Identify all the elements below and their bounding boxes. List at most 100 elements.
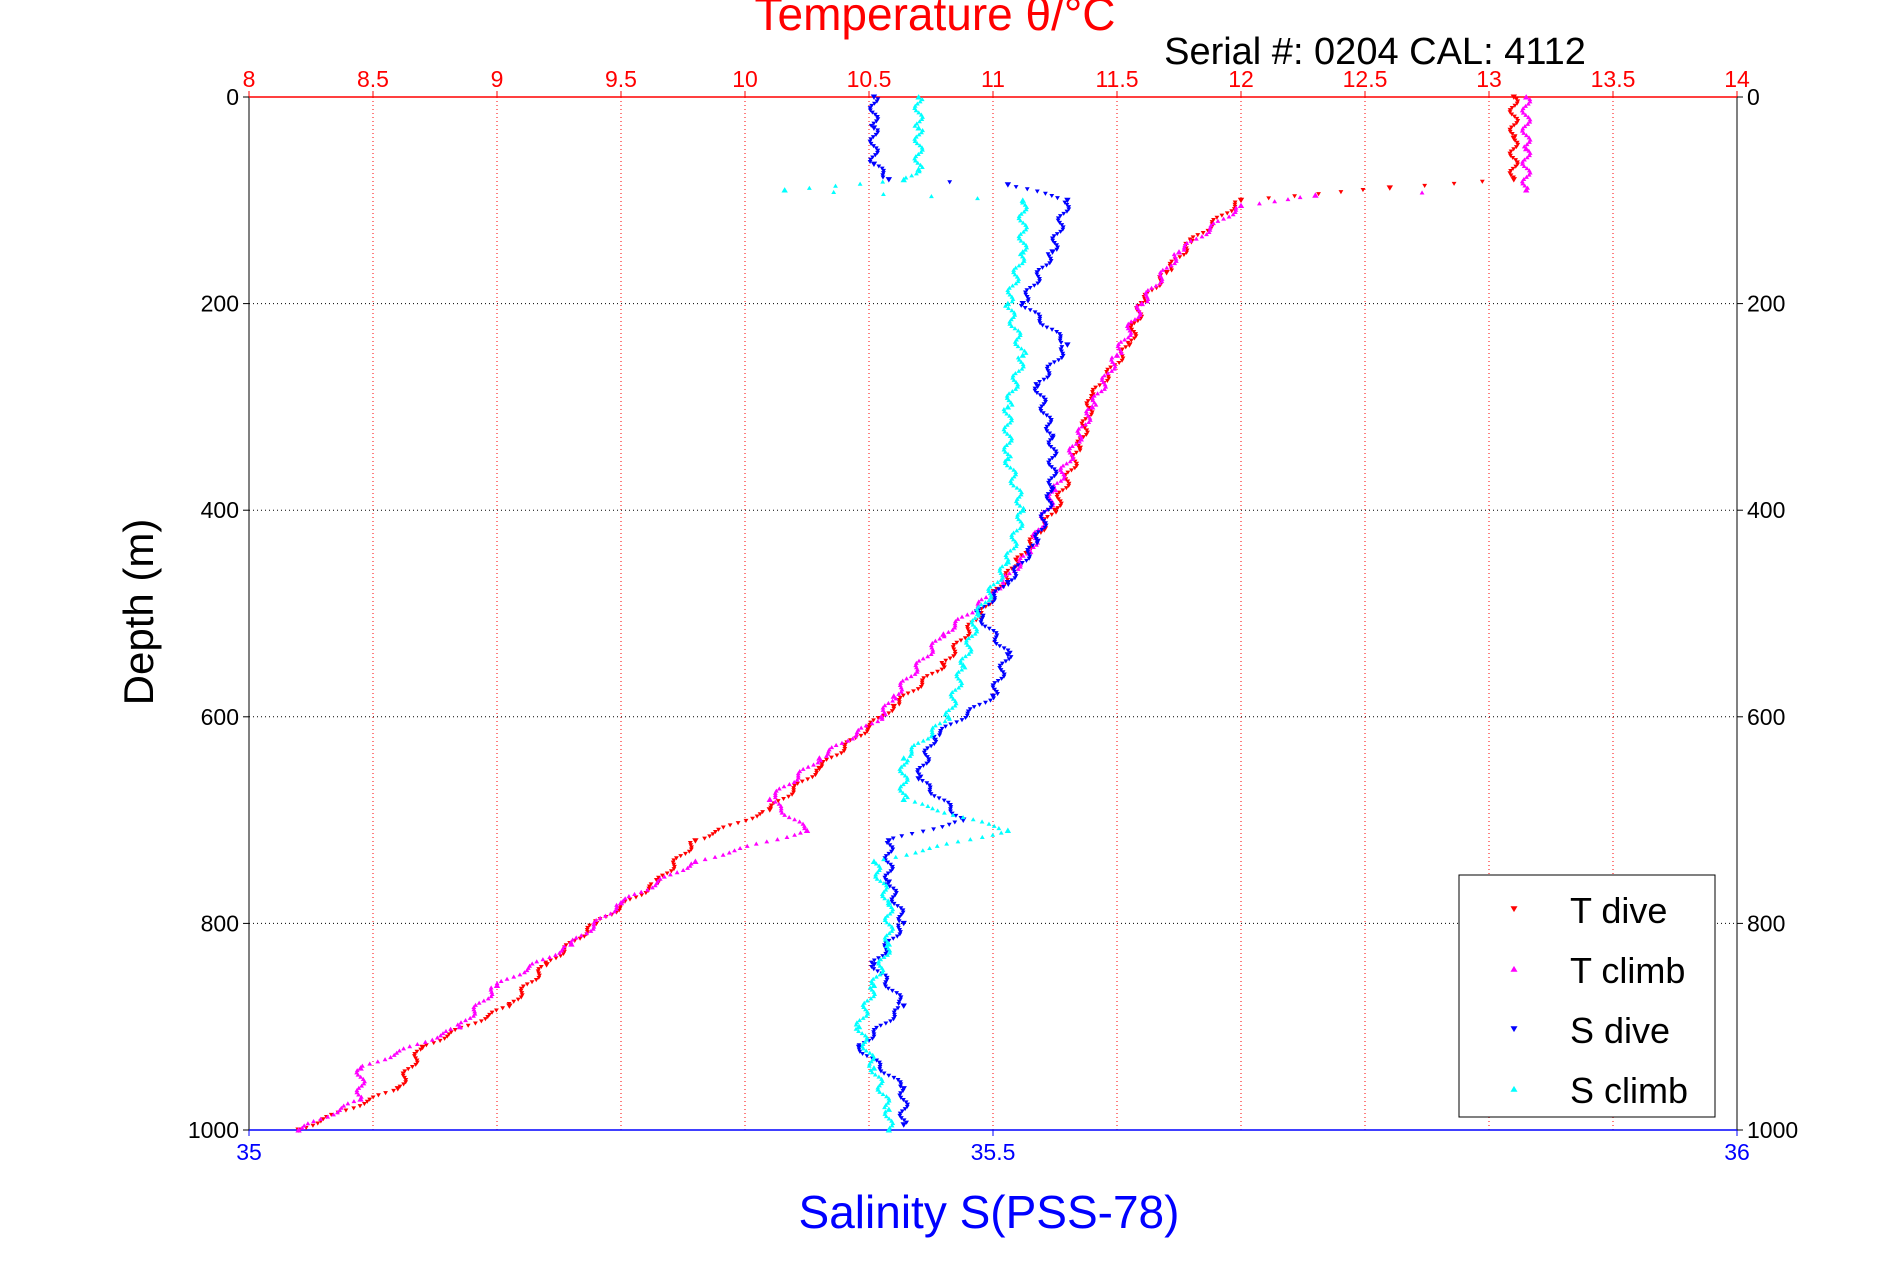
data-point-interp bbox=[875, 148, 881, 153]
data-point-interp bbox=[986, 821, 992, 826]
data-point-interp bbox=[413, 1056, 419, 1061]
data-point-interp bbox=[688, 843, 694, 848]
data-point-interp bbox=[1422, 183, 1428, 188]
data-point-interp bbox=[857, 181, 863, 186]
data-point-interp bbox=[997, 566, 1003, 571]
data-point-interp bbox=[930, 647, 936, 652]
data-point-interp bbox=[886, 938, 892, 943]
data-point-interp bbox=[1025, 299, 1031, 304]
data-point-interp bbox=[909, 749, 915, 754]
data-point-interp bbox=[1181, 245, 1187, 250]
data-point-interp bbox=[1119, 350, 1125, 355]
data-point bbox=[878, 713, 885, 720]
data-point-interp bbox=[880, 175, 886, 180]
data-point-interp bbox=[919, 130, 924, 135]
data-point-interp bbox=[898, 788, 904, 793]
data-point-interp bbox=[870, 1057, 876, 1062]
data-point-interp bbox=[1049, 327, 1055, 332]
data-point-interp bbox=[1190, 235, 1196, 240]
data-point-interp bbox=[862, 731, 868, 736]
data-point-interp bbox=[584, 931, 590, 936]
data-point-interp bbox=[1016, 236, 1022, 241]
data-point-interp bbox=[912, 138, 918, 143]
data-point-interp bbox=[1087, 415, 1093, 420]
data-point-interp bbox=[1526, 172, 1532, 177]
data-point-interp bbox=[1119, 354, 1125, 359]
data-point-interp bbox=[1172, 261, 1178, 266]
data-point-interp bbox=[886, 931, 892, 936]
data-point-interp bbox=[889, 988, 895, 993]
data-point-interp bbox=[1039, 516, 1045, 521]
data-point-interp bbox=[476, 1000, 482, 1005]
data-point-interp bbox=[1047, 362, 1053, 367]
data-point-interp bbox=[871, 1028, 877, 1033]
data-point-interp bbox=[991, 582, 997, 587]
data-point-interp bbox=[1049, 503, 1055, 508]
data-point-interp bbox=[405, 1067, 411, 1072]
data-point-interp bbox=[361, 1081, 367, 1086]
data-point bbox=[885, 177, 893, 183]
data-point-interp bbox=[927, 785, 933, 790]
data-point-interp bbox=[919, 164, 925, 170]
data-point-interp bbox=[1016, 213, 1022, 218]
data-point-interp bbox=[1013, 574, 1019, 579]
data-point-interp bbox=[959, 680, 965, 686]
data-point-interp bbox=[538, 964, 544, 970]
data-point-interp bbox=[1009, 402, 1015, 407]
data-point-interp bbox=[1072, 466, 1078, 471]
data-point-interp bbox=[884, 1094, 889, 1099]
data-point-interp bbox=[893, 854, 899, 859]
data-point-interp bbox=[948, 802, 953, 808]
data-point-interp bbox=[627, 897, 633, 902]
data-point-interp bbox=[1018, 553, 1024, 558]
data-point-interp bbox=[884, 978, 890, 983]
data-point bbox=[915, 125, 922, 131]
data-point-interp bbox=[1039, 512, 1045, 517]
data-point bbox=[900, 755, 907, 761]
data-point-interp bbox=[962, 665, 968, 670]
data-point-interp bbox=[1016, 234, 1022, 239]
data-point-interp bbox=[1000, 670, 1006, 675]
data-point-interp bbox=[1011, 467, 1017, 472]
data-point-interp bbox=[444, 1034, 450, 1039]
data-point-interp bbox=[875, 969, 881, 974]
data-point-interp bbox=[1035, 281, 1041, 286]
data-point-interp bbox=[1511, 123, 1517, 128]
data-point-interp bbox=[1035, 527, 1041, 532]
data-point-interp bbox=[1016, 517, 1021, 522]
data-point-interp bbox=[1049, 193, 1055, 199]
data-point-interp bbox=[887, 884, 893, 889]
data-point-interp bbox=[1514, 140, 1520, 145]
data-point-interp bbox=[889, 899, 895, 904]
data-point-interp bbox=[1006, 391, 1012, 396]
data-point-interp bbox=[1002, 460, 1008, 465]
data-point-interp bbox=[900, 771, 905, 776]
data-point-interp bbox=[1004, 422, 1010, 427]
data-point-interp bbox=[952, 649, 958, 654]
data-point-interp bbox=[1128, 319, 1134, 324]
data-point-interp bbox=[980, 615, 986, 621]
data-point-interp bbox=[842, 742, 848, 747]
data-point-interp bbox=[882, 896, 888, 901]
data-point-interp bbox=[356, 1085, 362, 1090]
data-point-interp bbox=[1051, 447, 1057, 452]
data-point-interp bbox=[1074, 464, 1080, 469]
data-point-interp bbox=[883, 1021, 889, 1026]
data-point-interp bbox=[951, 654, 957, 659]
data-point-interp bbox=[1509, 125, 1514, 130]
data-point-interp bbox=[1077, 439, 1082, 444]
data-point-interp bbox=[1050, 238, 1056, 243]
data-point-interp bbox=[895, 1078, 901, 1083]
data-point-interp bbox=[965, 642, 971, 647]
data-point-interp bbox=[1038, 409, 1044, 414]
data-point-interp bbox=[1000, 579, 1006, 584]
data-point bbox=[456, 1023, 463, 1030]
data-point-interp bbox=[872, 101, 877, 106]
data-point-interp bbox=[1221, 216, 1226, 221]
data-point-interp bbox=[883, 984, 889, 989]
data-point bbox=[1175, 249, 1183, 255]
data-point-interp bbox=[959, 656, 965, 661]
data-point-interp bbox=[868, 996, 874, 1001]
data-point-interp bbox=[883, 951, 889, 957]
data-point-interp bbox=[1513, 145, 1519, 150]
